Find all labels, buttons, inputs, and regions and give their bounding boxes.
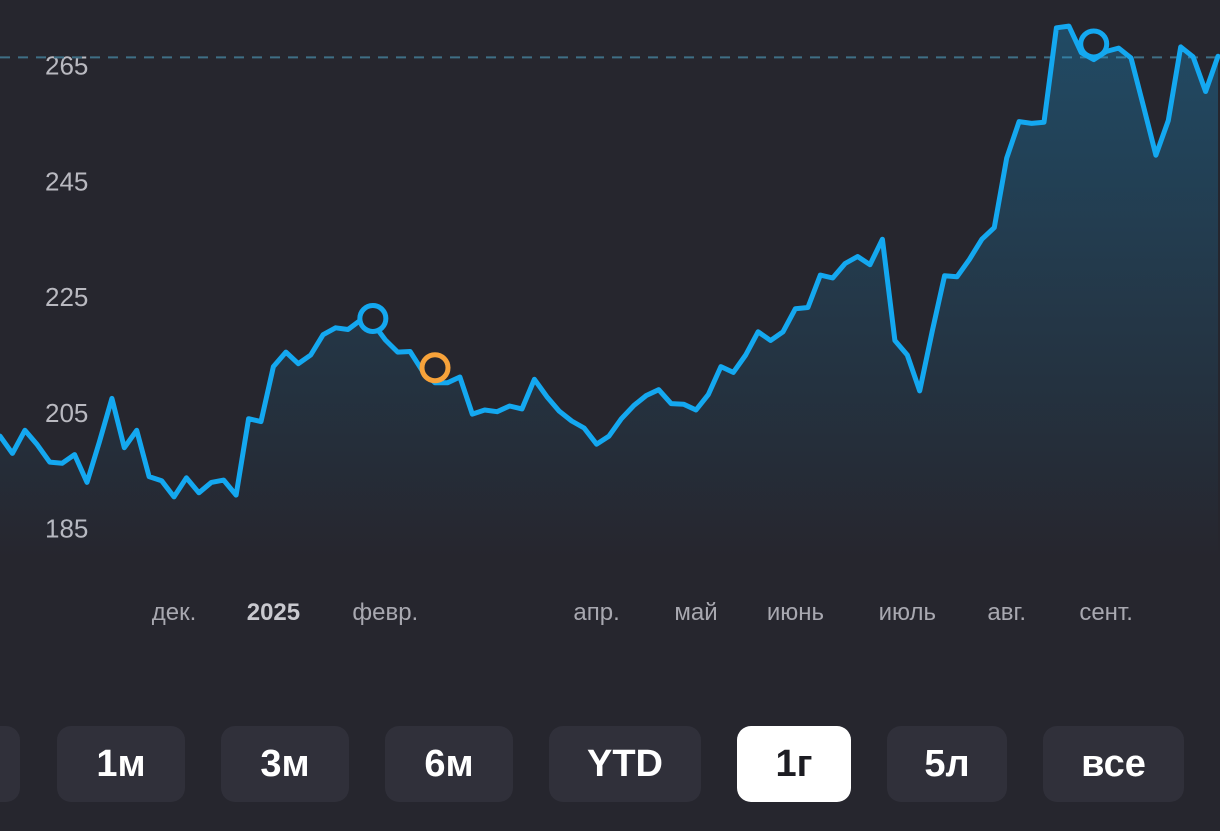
x-tick-label: дек. [152, 599, 197, 626]
chart-marker-2 [1078, 28, 1110, 60]
range-button-partial[interactable] [0, 726, 20, 802]
chart-marker-0 [357, 303, 389, 335]
range-button-ytd[interactable]: YTD [549, 726, 701, 802]
range-button-1m[interactable]: 1м [57, 726, 185, 802]
x-tick-label: сент. [1079, 599, 1133, 626]
range-button-1y[interactable]: 1г [737, 726, 851, 802]
x-tick-label: июль [879, 599, 936, 626]
range-button-5y[interactable]: 5л [887, 726, 1007, 802]
x-tick-label: июнь [767, 599, 824, 626]
y-tick-label: 205 [45, 398, 88, 428]
markers [357, 28, 1110, 384]
price-chart[interactable]: 185205225245265 дек.2025февр.апр.майиюнь… [0, 0, 1220, 700]
y-axis: 185205225245265 [45, 50, 88, 543]
range-button-6m[interactable]: 6м [385, 726, 513, 802]
y-tick-label: 245 [45, 166, 88, 196]
y-tick-label: 225 [45, 282, 88, 312]
x-axis: дек. 2025 февр. апр. май июнь июль авг. сент. [152, 599, 1133, 626]
x-tick-label: 2025 [247, 599, 300, 626]
y-tick-label: 265 [45, 50, 88, 80]
range-selector: 1м 3м 6м YTD 1г 5л все [0, 726, 1220, 802]
range-button-all[interactable]: все [1043, 726, 1184, 802]
x-tick-label: февр. [352, 599, 418, 626]
x-tick-label: май [674, 599, 717, 626]
range-button-3m[interactable]: 3м [221, 726, 349, 802]
x-tick-label: авг. [987, 599, 1026, 626]
series-line [0, 23, 1220, 500]
series-area [0, 26, 1218, 561]
x-tick-label: апр. [573, 599, 619, 626]
chart-marker-1 [419, 352, 451, 384]
